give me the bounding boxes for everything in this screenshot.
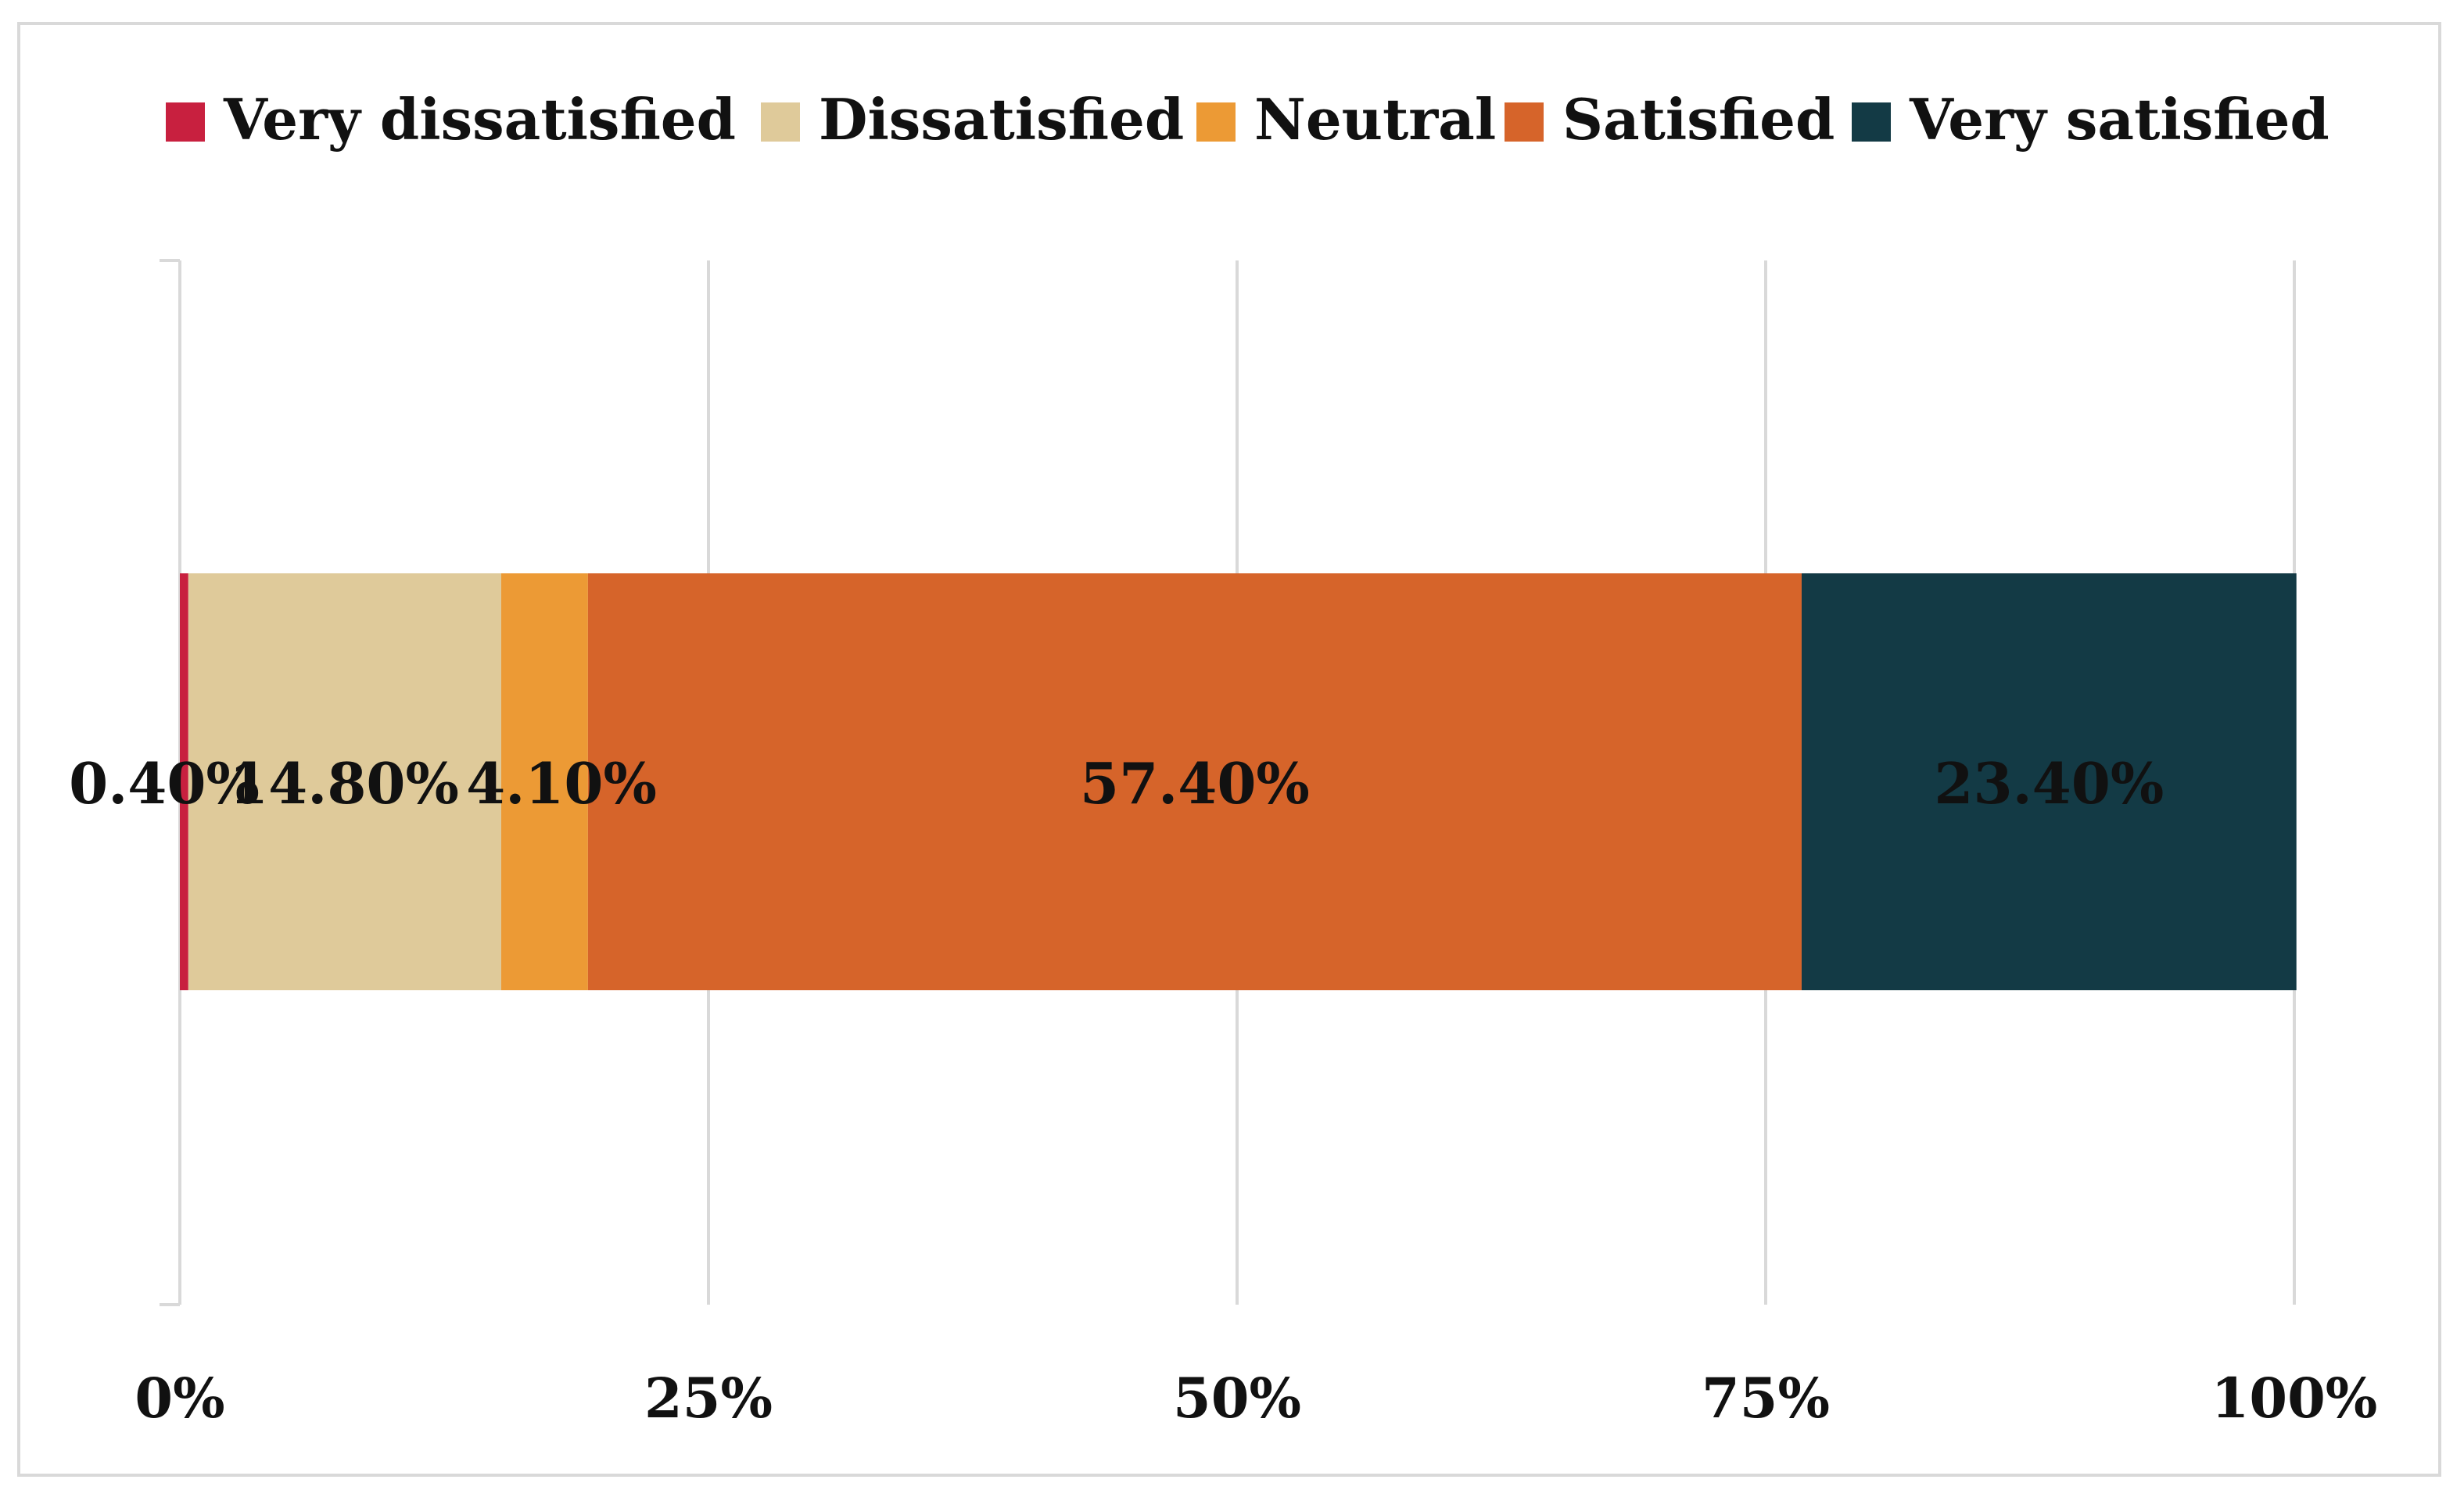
legend-swatch-very-satisfied	[1852, 102, 1891, 142]
bar-segment-very-dissatisfied	[180, 573, 188, 990]
x-tick-label: 100%	[2211, 1366, 2378, 1431]
x-tick-label: 50%	[1173, 1366, 1301, 1431]
legend-label-very-satisfied: Very satisfied	[1909, 86, 2330, 153]
bars	[180, 573, 2297, 990]
x-tick-label: 75%	[1702, 1366, 1830, 1431]
legend-swatch-neutral	[1196, 102, 1236, 142]
bar-segment-dissatisfied	[188, 573, 502, 990]
x-tick-label: 0%	[134, 1366, 224, 1431]
legend: Very dissatisfied Dissatisfied Neutral Sati…	[166, 86, 2330, 153]
legend-swatch-very-dissatisfied	[166, 102, 205, 142]
legend-label-very-dissatisfied: Very dissatisfied	[223, 86, 736, 153]
x-axis-ticks: 0% 25% 50% 75% 100%	[134, 1366, 2377, 1431]
data-label-neutral: 4.10%	[466, 750, 657, 817]
legend-swatch-satisfied	[1505, 102, 1544, 142]
data-label-very-dissatisfied: 0.40%	[69, 750, 260, 817]
bar-segment-very-satisfied	[1801, 573, 2297, 990]
data-label-satisfied: 57.40%	[1080, 750, 1310, 817]
bar-segment-neutral	[501, 573, 588, 990]
legend-swatch-dissatisfied	[761, 102, 800, 142]
legend-label-neutral: Neutral	[1254, 86, 1496, 153]
legend-label-dissatisfied: Dissatisfied	[819, 86, 1184, 153]
x-tick-label: 25%	[644, 1366, 773, 1431]
data-label-dissatisfied: 14.80%	[229, 750, 459, 817]
data-label-very-satisfied: 23.40%	[1934, 750, 2164, 817]
bar-segment-satisfied	[587, 573, 1802, 990]
legend-label-satisfied: Satisfied	[1562, 86, 1835, 153]
data-labels: 0.40%14.80% 4.10% 57.40% 23.40%	[69, 750, 2164, 817]
